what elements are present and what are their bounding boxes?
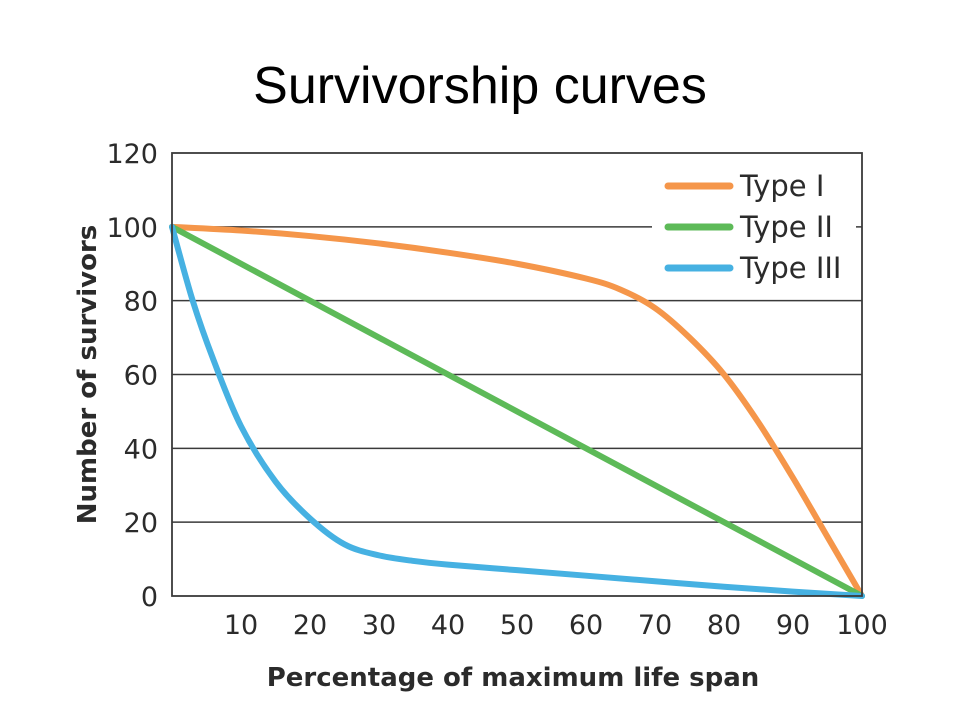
x-tick-label: 90 [776,610,810,641]
y-tick-label: 120 [106,139,158,170]
plot-frame [171,152,863,597]
x-tick-label: 30 [362,610,396,641]
chart-title: Survivorship curves [253,57,707,115]
x-axis-label: Percentage of maximum life span [267,663,760,693]
grid-lines [172,226,862,523]
x-tick-label: 50 [500,610,534,641]
y-tick-label: 80 [124,287,158,318]
x-tick-label: 80 [707,610,741,641]
legend-entry: Type II [739,210,833,244]
series-line-type-ii [169,223,865,599]
x-tick-label: 60 [569,610,603,641]
series-line-type-iii [169,223,865,599]
y-tick-label: 0 [141,582,158,613]
y-axis-label: Number of survivors [73,225,103,524]
x-tick-label: 10 [224,610,258,641]
x-tick-label: 70 [638,610,672,641]
x-tick-label: 100 [836,610,888,641]
series-line-type-i [169,223,865,599]
y-tick-label: 60 [124,361,158,392]
y-tick-label: 40 [124,434,158,465]
x-tick-label: 20 [293,610,327,641]
y-tick-labels: 0 20 40 60 80 100 120 [106,139,158,613]
legend-entry: Type III [739,251,842,285]
x-tick-label: 40 [431,610,465,641]
y-tick-label: 20 [124,508,158,539]
series-lines [169,223,865,599]
y-tick-label: 100 [106,213,158,244]
legend: Type I Type II Type III [652,164,856,292]
x-tick-labels: 10 20 30 40 50 60 70 80 90 100 [224,610,888,641]
legend-entry: Type I [739,169,824,203]
